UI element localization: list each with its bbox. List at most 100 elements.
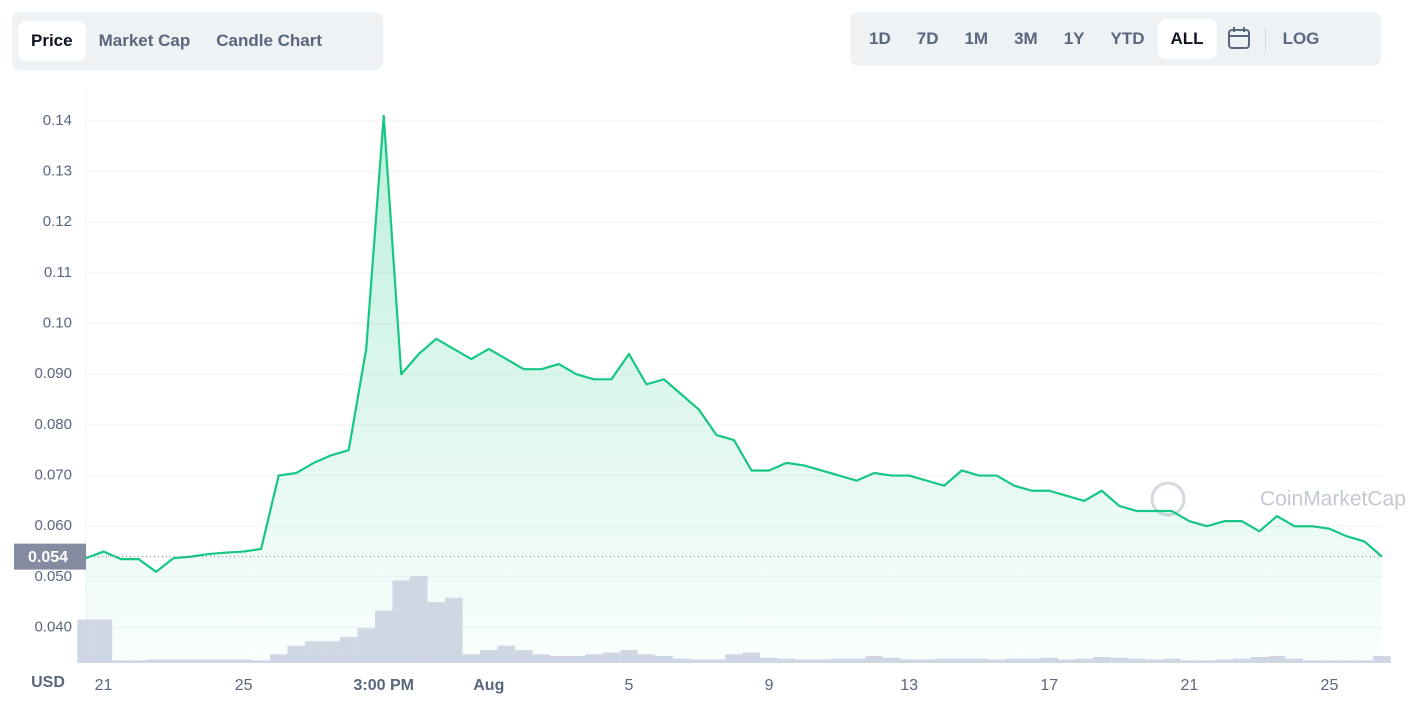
volume-bar bbox=[1145, 659, 1164, 663]
volume-bar bbox=[357, 628, 375, 663]
watermark-logo bbox=[1150, 481, 1186, 517]
volume-bar bbox=[795, 659, 813, 663]
volume-bar bbox=[1040, 657, 1058, 663]
y-tick-label: 0.050 bbox=[34, 568, 72, 585]
volume-bar bbox=[865, 656, 883, 663]
volume-bar bbox=[1303, 660, 1321, 663]
volume-bar bbox=[252, 660, 270, 663]
volume-bar bbox=[269, 654, 288, 663]
volume-bar bbox=[917, 659, 936, 663]
volume-bar bbox=[550, 656, 568, 663]
volume-bar bbox=[1355, 660, 1374, 663]
x-tick-label: 5 bbox=[624, 677, 633, 694]
volume-bar bbox=[567, 656, 586, 663]
volume-bar bbox=[374, 610, 393, 663]
volume-bar bbox=[935, 658, 953, 663]
range[interactable]: YTD bbox=[1110, 29, 1145, 48]
volume-bar bbox=[690, 659, 708, 663]
volume-bar bbox=[304, 641, 323, 663]
volume-bar bbox=[515, 649, 533, 663]
volume-bar bbox=[217, 659, 235, 663]
range[interactable]: ALL bbox=[1157, 19, 1217, 59]
range[interactable]: 3M bbox=[1014, 29, 1038, 48]
volume-bar bbox=[287, 645, 305, 663]
calendar-icon[interactable] bbox=[1217, 24, 1261, 54]
y-tick-label: 0.10 bbox=[43, 315, 72, 332]
volume-bar bbox=[725, 654, 743, 663]
volume-bar bbox=[672, 658, 691, 663]
y-tick-label: 0.060 bbox=[34, 517, 72, 534]
volume-bar bbox=[1022, 658, 1041, 663]
volume-bar bbox=[112, 660, 130, 663]
log-toggle[interactable]: LOG bbox=[1282, 29, 1320, 48]
x-tick-label: 17 bbox=[1040, 677, 1058, 694]
volume-bar bbox=[655, 656, 673, 663]
x-tick-label: Aug bbox=[473, 677, 504, 694]
volume-bar bbox=[987, 659, 1006, 663]
y-tick-label: 0.080 bbox=[34, 416, 72, 433]
volume-bar bbox=[164, 659, 183, 663]
range[interactable]: 7D bbox=[916, 29, 939, 48]
volume-bar bbox=[970, 658, 988, 663]
volume-bar bbox=[830, 658, 848, 663]
volume-bar bbox=[952, 658, 971, 663]
volume-bar bbox=[1373, 656, 1391, 663]
currency-label: USD bbox=[31, 674, 65, 691]
volume-bar bbox=[1285, 658, 1304, 663]
range[interactable]: 1Y bbox=[1063, 29, 1085, 48]
y-tick-label: 0.070 bbox=[34, 467, 72, 484]
tab[interactable]: Market Cap bbox=[98, 31, 191, 50]
volume-bar bbox=[1268, 656, 1286, 663]
tab[interactable]: Candle Chart bbox=[216, 31, 323, 50]
divider bbox=[1264, 28, 1266, 50]
volume-bar bbox=[497, 645, 516, 663]
volume-bar bbox=[1198, 660, 1216, 663]
volume-bar bbox=[1180, 660, 1199, 663]
volume-bar bbox=[812, 659, 831, 663]
volume-bar bbox=[1128, 658, 1146, 663]
range[interactable]: 1D bbox=[869, 29, 891, 48]
current-price-badge bbox=[14, 543, 86, 570]
volume-bar bbox=[94, 619, 113, 663]
x-tick-label: 21 bbox=[1180, 677, 1198, 694]
y-tick-label: 0.090 bbox=[34, 365, 72, 382]
area bbox=[86, 115, 1382, 664]
volume-bar bbox=[707, 659, 726, 663]
y-tick-label: 0.040 bbox=[34, 619, 72, 636]
volume-bar bbox=[1338, 660, 1356, 663]
volume-bar bbox=[742, 652, 761, 663]
range-bar: 1D 7D 1M 3M 1Y YTD ALL LOG bbox=[850, 12, 1381, 66]
tab-bar: Price Market Cap Candle Chart bbox=[12, 12, 383, 70]
volume-bar bbox=[199, 659, 218, 663]
volume-bar bbox=[602, 652, 621, 663]
volume-bar bbox=[1093, 656, 1111, 663]
volume-bar bbox=[900, 659, 918, 663]
volume-bar bbox=[410, 576, 428, 663]
volume-bar bbox=[1005, 658, 1023, 663]
y-tick-label: 0.12 bbox=[43, 213, 72, 230]
volume-bar bbox=[339, 636, 358, 663]
volume-bar bbox=[1215, 659, 1234, 663]
volume-bar bbox=[882, 657, 901, 663]
y-tick-label: 0.13 bbox=[43, 163, 72, 180]
volume-bar bbox=[147, 659, 165, 663]
watermark: CoinMarketCap bbox=[1260, 488, 1406, 511]
volume-bar bbox=[847, 658, 866, 663]
volume-bar bbox=[1233, 658, 1251, 663]
volume-bar bbox=[1110, 657, 1129, 663]
x-tick-label: 21 bbox=[95, 677, 113, 694]
range[interactable]: 1M bbox=[964, 29, 989, 48]
volume-bar bbox=[234, 659, 253, 663]
volume-bar bbox=[1163, 658, 1181, 663]
tab[interactable]: Price bbox=[18, 21, 86, 61]
volume-bar bbox=[129, 660, 148, 663]
y-tick-label: 0.14 bbox=[43, 112, 72, 129]
volume-bar bbox=[1250, 656, 1269, 663]
x-tick-label: 25 bbox=[235, 677, 253, 694]
volume-bar bbox=[637, 654, 656, 663]
current-price-label: 0.054 bbox=[28, 549, 68, 566]
volume-bar bbox=[1058, 659, 1076, 663]
y-tick-label: 0.11 bbox=[44, 264, 72, 281]
volume-bar bbox=[760, 657, 778, 663]
